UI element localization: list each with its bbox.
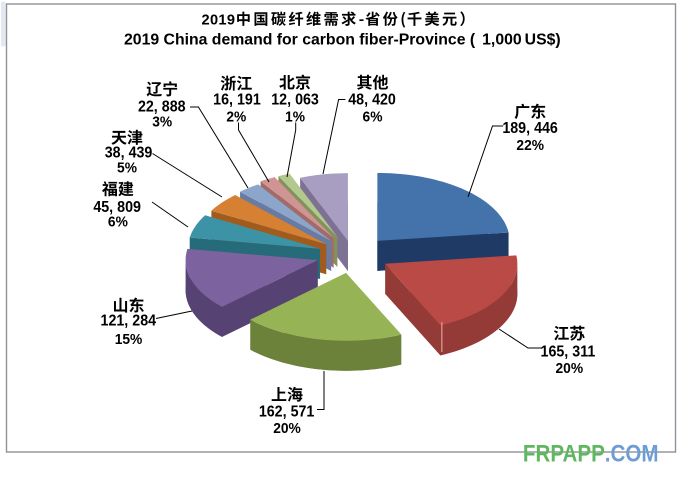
svg-text:571: 571: [291, 404, 315, 421]
svg-text:16,: 16,: [213, 92, 233, 109]
svg-text:2019 China demand for carbon f: 2019 China demand for carbon fiber-Provi…: [124, 32, 561, 49]
svg-text:2019: 2019: [202, 13, 236, 29]
svg-text:6%: 6%: [363, 109, 383, 126]
svg-text:165,: 165,: [541, 344, 569, 361]
svg-text:809: 809: [117, 200, 141, 217]
svg-text:162,: 162,: [259, 404, 287, 421]
svg-text:22,: 22,: [138, 99, 158, 116]
svg-text:48,: 48,: [348, 92, 368, 109]
svg-text:121,: 121,: [101, 313, 129, 330]
svg-text:191: 191: [237, 92, 261, 109]
svg-text:189,: 189,: [502, 121, 530, 138]
svg-text:063: 063: [295, 92, 319, 109]
svg-text:45,: 45,: [93, 200, 113, 217]
svg-text:6%: 6%: [108, 214, 128, 231]
svg-text:20%: 20%: [555, 360, 583, 377]
svg-text:3%: 3%: [152, 114, 172, 131]
svg-text:FRPAPP.COM: FRPAPP.COM: [523, 440, 659, 467]
svg-text:2%: 2%: [226, 109, 246, 126]
svg-text:15%: 15%: [115, 332, 143, 349]
svg-text:5%: 5%: [117, 160, 137, 177]
svg-text:22%: 22%: [516, 138, 544, 155]
svg-text:420: 420: [372, 92, 396, 109]
svg-text:20%: 20%: [273, 420, 301, 437]
svg-text:888: 888: [162, 99, 186, 116]
svg-text:38,: 38,: [105, 145, 125, 162]
svg-text:1%: 1%: [285, 109, 305, 126]
svg-text:284: 284: [132, 313, 156, 330]
svg-text:311: 311: [572, 344, 595, 361]
svg-text:446: 446: [534, 121, 558, 138]
svg-text:12,: 12,: [271, 92, 291, 109]
svg-text:439: 439: [129, 145, 153, 162]
